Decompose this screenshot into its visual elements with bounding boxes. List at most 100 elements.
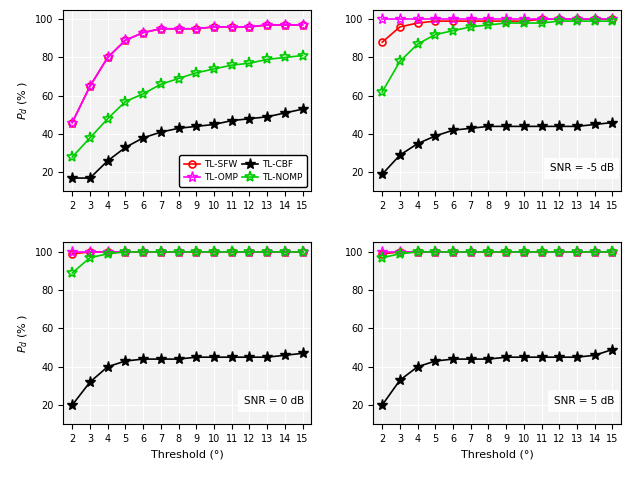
TL-SFW (175, 26, 183, 32)
TL-NOMP (299, 53, 306, 58)
TL-NOMP (122, 99, 129, 105)
TL-SFW (157, 249, 165, 255)
TL-CBF (609, 347, 616, 352)
TL-SFW (139, 249, 147, 255)
TL-CBF (139, 356, 147, 362)
TL-CBF (414, 141, 422, 147)
TL-CBF (139, 135, 147, 141)
TL-NOMP (175, 76, 183, 81)
TL-OMP (263, 249, 271, 255)
TL-NOMP (555, 18, 563, 24)
TL-NOMP (432, 249, 439, 255)
TL-OMP (609, 249, 616, 255)
TL-SFW (281, 22, 288, 28)
TL-NOMP (122, 249, 129, 255)
Y-axis label: $P_d$ (% ): $P_d$ (% ) (16, 81, 30, 120)
Line: TL-CBF: TL-CBF (67, 348, 308, 411)
Text: SNR = -5 dB: SNR = -5 dB (550, 163, 614, 173)
TL-OMP (245, 24, 253, 30)
TL-NOMP (467, 249, 475, 255)
TL-OMP (378, 16, 386, 22)
TL-OMP (228, 249, 235, 255)
TL-CBF (263, 114, 271, 120)
TL-SFW (502, 249, 510, 255)
TL-NOMP (228, 249, 235, 255)
TL-OMP (175, 249, 183, 255)
TL-SFW (467, 18, 475, 24)
Line: TL-NOMP: TL-NOMP (67, 246, 308, 279)
TL-OMP (68, 249, 76, 255)
TL-NOMP (175, 249, 183, 255)
TL-CBF (591, 121, 598, 127)
Line: TL-NOMP: TL-NOMP (67, 50, 308, 162)
TL-CBF (502, 123, 510, 129)
TL-OMP (396, 249, 404, 255)
TL-CBF (396, 152, 404, 158)
TL-SFW (228, 249, 235, 255)
TL-OMP (139, 30, 147, 36)
TL-SFW (122, 249, 129, 255)
TL-CBF (520, 123, 527, 129)
TL-OMP (210, 24, 217, 30)
TL-SFW (484, 249, 492, 255)
Legend: TL-SFW, TL-OMP, TL-CBF, TL-NOMP: TL-SFW, TL-OMP, TL-CBF, TL-NOMP (179, 155, 307, 187)
TL-CBF (484, 356, 492, 362)
TL-NOMP (245, 249, 253, 255)
TL-CBF (450, 127, 457, 133)
TL-OMP (157, 249, 165, 255)
Line: TL-CBF: TL-CBF (377, 344, 618, 411)
TL-NOMP (520, 20, 527, 26)
TL-SFW (193, 26, 200, 32)
TL-OMP (609, 16, 616, 22)
TL-CBF (538, 123, 545, 129)
TL-SFW (396, 249, 404, 255)
TL-NOMP (502, 249, 510, 255)
TL-NOMP (450, 28, 457, 34)
TL-CBF (573, 123, 581, 129)
TL-CBF (378, 171, 386, 177)
TL-SFW (245, 249, 253, 255)
TL-CBF (157, 129, 165, 135)
TL-SFW (573, 249, 581, 255)
TL-SFW (467, 249, 475, 255)
TL-SFW (432, 18, 439, 24)
TL-NOMP (591, 249, 598, 255)
Line: TL-SFW: TL-SFW (68, 22, 306, 126)
TL-OMP (299, 249, 306, 255)
TL-NOMP (299, 249, 306, 255)
TL-OMP (484, 249, 492, 255)
TL-SFW (555, 16, 563, 22)
TL-CBF (467, 356, 475, 362)
TL-NOMP (396, 251, 404, 257)
TL-NOMP (609, 18, 616, 24)
TL-OMP (520, 249, 527, 255)
TL-NOMP (378, 89, 386, 95)
TL-OMP (193, 249, 200, 255)
TL-CBF (104, 158, 112, 164)
TL-SFW (432, 249, 439, 255)
TL-NOMP (68, 154, 76, 160)
TL-CBF (555, 123, 563, 129)
TL-SFW (484, 18, 492, 24)
TL-OMP (414, 249, 422, 255)
TL-CBF (68, 402, 76, 408)
TL-SFW (139, 30, 147, 36)
TL-CBF (68, 175, 76, 181)
TL-CBF (378, 402, 386, 408)
TL-CBF (193, 123, 200, 129)
TL-CBF (573, 354, 581, 360)
TL-NOMP (210, 249, 217, 255)
TL-NOMP (538, 20, 545, 26)
TL-OMP (228, 24, 235, 30)
TL-NOMP (245, 60, 253, 66)
TL-NOMP (450, 249, 457, 255)
Line: TL-NOMP: TL-NOMP (377, 15, 618, 97)
TL-SFW (414, 20, 422, 26)
TL-CBF (281, 352, 288, 358)
TL-NOMP (139, 249, 147, 255)
TL-OMP (157, 26, 165, 32)
TL-CBF (555, 354, 563, 360)
TL-CBF (104, 364, 112, 370)
TL-NOMP (502, 20, 510, 26)
TL-NOMP (396, 58, 404, 64)
